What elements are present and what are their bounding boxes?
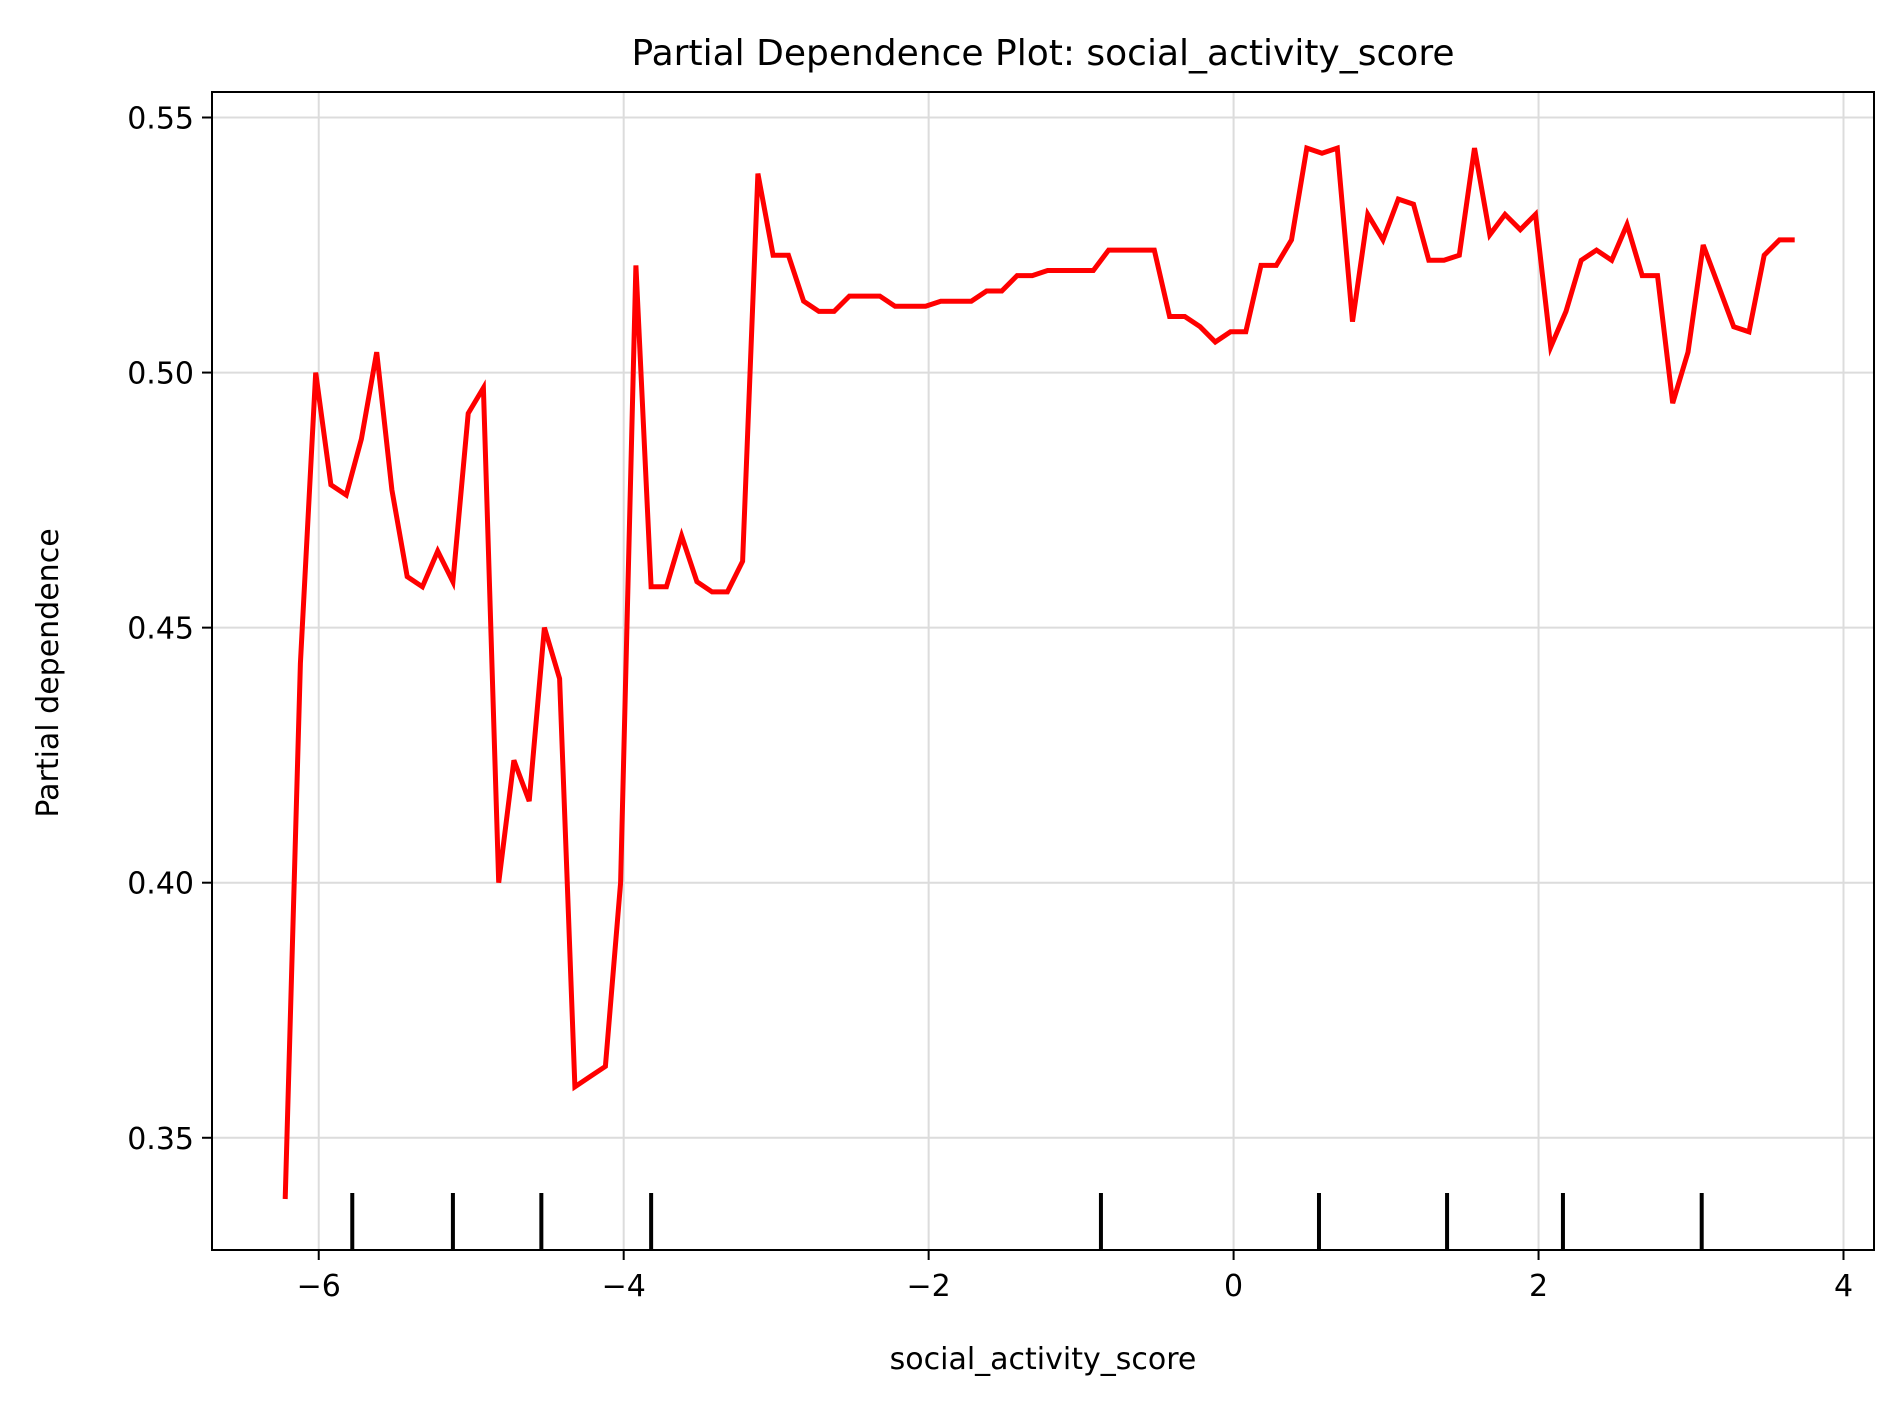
plot-frame [211,91,1875,1251]
x-tick-label-2: −2 [907,1269,951,1304]
ticks: −6 −4 −2 0 2 4 0.35 0.40 0.45 0.50 0.55 [127,102,1853,1304]
y-tick-label-3: 0.50 [127,357,194,392]
series-layer [282,144,1795,1200]
chart-title: Partial Dependence Plot: social_activity… [632,33,1455,74]
series-line-0 [282,144,1795,1200]
x-tick-label-4: 2 [1529,1269,1548,1304]
y-tick-label-2: 0.45 [127,612,194,647]
axes [211,91,1875,1251]
y-tick-label-1: 0.40 [127,867,194,902]
x-tick-label-0: −6 [297,1269,341,1304]
x-tick-label-5: 4 [1834,1269,1853,1304]
y-axis-label: Partial dependence [31,528,66,817]
x-tick-label-3: 0 [1224,1269,1243,1304]
rug-marks [350,1193,1704,1250]
x-axis-label: social_activity_score [890,1342,1197,1377]
y-tick-label-0: 0.35 [127,1122,194,1157]
grid [212,92,1874,1250]
x-tick-label-1: −4 [602,1269,646,1304]
y-tick-label-4: 0.55 [127,102,194,137]
